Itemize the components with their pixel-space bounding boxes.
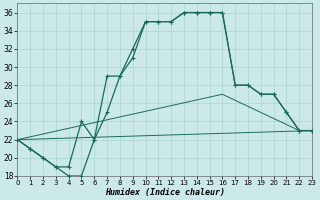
X-axis label: Humidex (Indice chaleur): Humidex (Indice chaleur) [105, 188, 225, 197]
